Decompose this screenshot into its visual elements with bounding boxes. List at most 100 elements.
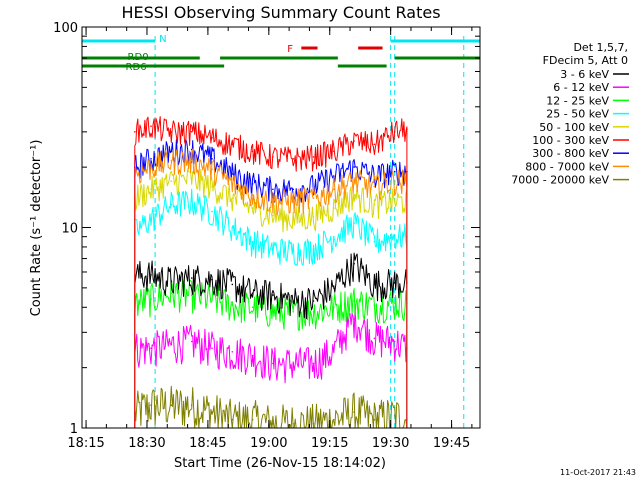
series-point	[231, 226, 234, 229]
series-point	[373, 304, 376, 306]
series-point	[190, 131, 193, 133]
series-point	[353, 411, 355, 413]
x-tick-label: 19:45	[433, 436, 470, 451]
series-point	[312, 300, 315, 302]
series-point	[150, 125, 152, 127]
series-point	[393, 235, 396, 238]
series-point	[170, 180, 173, 183]
series-point	[170, 404, 173, 407]
series-point	[272, 200, 274, 203]
series-point	[170, 344, 173, 346]
series-point	[190, 404, 193, 407]
series-point	[190, 277, 193, 279]
series-point	[150, 404, 152, 407]
series-point	[353, 140, 355, 142]
legend-entry-label: 100 - 300 keV	[532, 134, 609, 147]
series-point	[272, 294, 274, 296]
series-point	[150, 298, 152, 300]
series-line-300to800keV	[134, 139, 408, 428]
series-point	[170, 160, 173, 162]
night-flag-label: N	[159, 34, 166, 45]
series-point	[190, 294, 193, 296]
series-point	[231, 304, 234, 306]
y-axis-label: Count Rate (s⁻¹ detector⁻¹)	[29, 140, 44, 317]
series-point	[393, 170, 396, 173]
legend-entry-label: 6 - 12 keV	[553, 81, 609, 94]
series-point	[272, 311, 274, 313]
series-point	[373, 143, 376, 146]
flare-flag-label: F	[287, 44, 293, 55]
series-point	[211, 210, 213, 213]
series-point	[373, 418, 376, 421]
series-point	[251, 354, 254, 357]
series-point	[211, 411, 213, 413]
series-point	[134, 131, 136, 133]
series-point	[190, 178, 193, 180]
series-point	[251, 306, 254, 309]
series-point	[211, 185, 213, 188]
series-point	[393, 131, 396, 133]
series-point	[333, 306, 335, 309]
legend-entry-label: 3 - 6 keV	[560, 68, 609, 81]
x-tick-label: 19:15	[311, 436, 348, 451]
series-line-3to6keV	[134, 252, 408, 428]
series-point	[292, 188, 295, 191]
series-point	[190, 340, 193, 343]
series-point	[231, 143, 234, 146]
series-point	[150, 158, 152, 160]
series-point	[292, 250, 295, 253]
series-point	[292, 218, 295, 220]
series-point	[170, 131, 173, 133]
series-point	[150, 218, 152, 220]
series-point	[251, 240, 254, 243]
series-point	[393, 282, 396, 284]
series-point	[150, 188, 152, 191]
series-point	[251, 194, 254, 196]
x-tick-label: 18:15	[67, 436, 104, 451]
series-point	[393, 302, 396, 304]
series-point	[312, 197, 315, 199]
legend-entry-label: 7000 - 20000 keV	[511, 174, 609, 187]
series-point	[150, 274, 152, 276]
series-line-6to12keV	[134, 304, 408, 428]
series-point	[251, 418, 254, 421]
series-point	[190, 160, 193, 162]
series-point	[272, 362, 274, 365]
series-point	[150, 166, 152, 168]
series-point	[231, 173, 234, 175]
series-point	[333, 207, 335, 209]
series-point	[333, 150, 335, 153]
series-point	[211, 168, 213, 171]
series-point	[170, 280, 173, 283]
series-point	[333, 351, 335, 353]
series-point	[272, 214, 274, 217]
series-point	[312, 248, 315, 250]
legend-entry-label: 800 - 7000 keV	[525, 160, 609, 173]
series-point	[150, 347, 152, 350]
series-point	[333, 418, 335, 421]
legend-entry-label: 50 - 100 keV	[539, 121, 609, 134]
series-point	[373, 185, 376, 188]
series-point	[353, 180, 355, 183]
series-point	[272, 188, 274, 191]
series-point	[211, 298, 213, 300]
series-point	[393, 200, 396, 203]
series-point	[231, 183, 234, 185]
series-line-800to7000keV	[134, 148, 408, 428]
series-point	[393, 415, 396, 417]
series-point	[170, 203, 173, 206]
series-line-25to50keV	[134, 188, 408, 428]
series-point	[170, 292, 173, 295]
decim-flag-label: RD0	[128, 52, 149, 63]
series-point	[292, 300, 295, 302]
series-point	[353, 300, 355, 302]
series-point	[353, 262, 355, 265]
series-point	[373, 240, 376, 243]
series-point	[393, 180, 396, 183]
y-tick-label: 100	[53, 21, 78, 36]
series-point	[353, 222, 355, 225]
x-tick-label: 19:30	[372, 436, 409, 451]
series-point	[231, 418, 234, 421]
series-line-50to100keV	[134, 168, 408, 428]
